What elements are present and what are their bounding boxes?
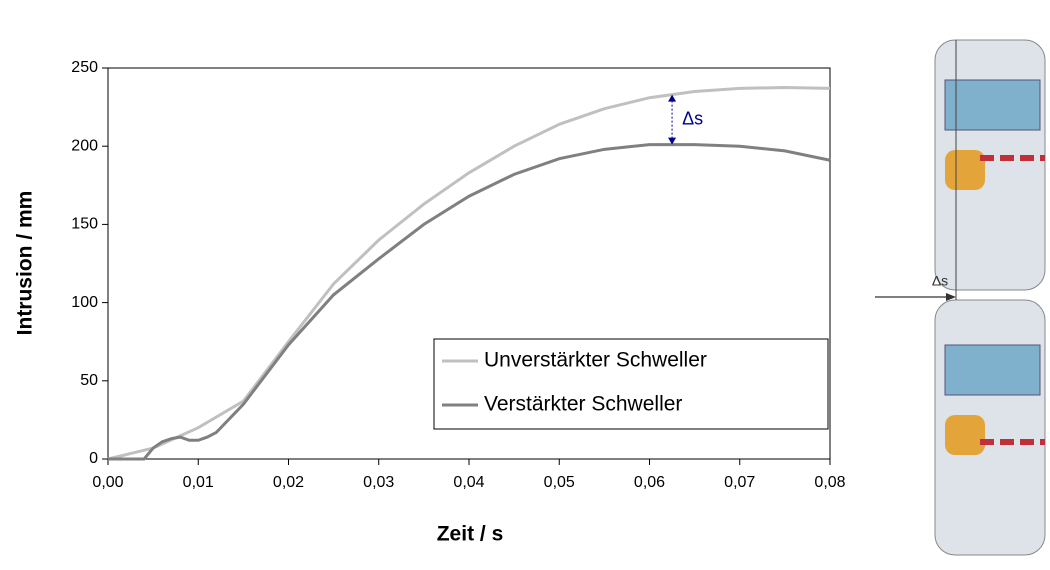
annotation-label: Δs <box>682 108 703 128</box>
car-delta-label: Δs <box>932 273 948 289</box>
x-tick-label: 0,05 <box>544 474 575 491</box>
legend-label: Verstärkter Schweller <box>484 393 682 416</box>
series-line <box>107 86 831 461</box>
y-tick-label: 0 <box>89 450 98 467</box>
x-tick-label: 0,06 <box>634 474 665 491</box>
series-line <box>108 143 831 461</box>
annotation-head <box>668 137 677 145</box>
annotation-head <box>668 94 677 102</box>
y-axis-title: Intrusion / mm <box>14 191 37 336</box>
y-tick-label: 50 <box>80 372 98 389</box>
x-tick-label: 0,02 <box>273 474 304 491</box>
y-tick-label: 250 <box>71 59 98 76</box>
x-tick-label: 0,01 <box>183 474 214 491</box>
x-axis-title: Zeit / s <box>437 523 504 546</box>
car-illustration: Δs <box>875 39 1046 556</box>
x-tick-label: 0,08 <box>814 474 845 491</box>
x-tick-label: 0,03 <box>363 474 394 491</box>
y-tick-label: 200 <box>71 137 98 154</box>
x-tick-label: 0,04 <box>453 474 484 491</box>
y-tick-label: 150 <box>71 216 98 233</box>
legend-box <box>433 338 829 430</box>
legend-label: Unverstärkter Schweller <box>484 349 707 372</box>
x-tick-label: 0,07 <box>724 474 755 491</box>
x-tick-label: 0,00 <box>92 474 123 491</box>
y-tick-label: 100 <box>71 294 98 311</box>
